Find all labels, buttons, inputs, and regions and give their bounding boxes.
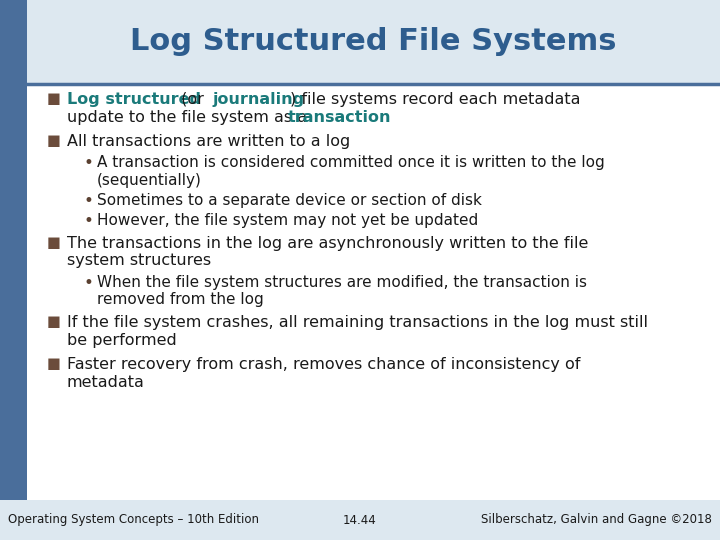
Text: (sequentially): (sequentially)	[97, 172, 202, 187]
Text: removed from the log: removed from the log	[97, 292, 264, 307]
Text: ) file systems record each metadata: ) file systems record each metadata	[290, 92, 581, 107]
Text: ■: ■	[47, 235, 61, 249]
Text: Log structured: Log structured	[67, 92, 201, 107]
Text: be performed: be performed	[67, 333, 176, 348]
Bar	[0, 0, 27, 540]
Text: Silberschatz, Galvin and Gagne ©2018: Silberschatz, Galvin and Gagne ©2018	[481, 514, 712, 526]
Text: However, the file system may not yet be updated: However, the file system may not yet be …	[97, 213, 478, 228]
Text: When the file system structures are modified, the transaction is: When the file system structures are modi…	[97, 275, 587, 291]
Text: The transactions in the log are asynchronously written to the file: The transactions in the log are asynchro…	[67, 235, 588, 251]
Text: Operating System Concepts – 10th Edition: Operating System Concepts – 10th Edition	[8, 514, 259, 526]
Text: (or: (or	[176, 92, 210, 107]
Text: Sometimes to a separate device or section of disk: Sometimes to a separate device or sectio…	[97, 193, 482, 207]
Text: ■: ■	[47, 133, 61, 147]
Text: transaction: transaction	[288, 110, 392, 125]
Text: Faster recovery from crash, removes chance of inconsistency of: Faster recovery from crash, removes chan…	[67, 357, 580, 372]
Text: ■: ■	[47, 91, 61, 106]
Text: •: •	[83, 192, 93, 210]
Bar	[27, 0, 720, 83]
Bar	[0, 500, 720, 540]
Text: •: •	[83, 274, 93, 292]
Text: update to the file system as a: update to the file system as a	[67, 110, 312, 125]
Text: ■: ■	[47, 314, 61, 329]
Text: journaling: journaling	[212, 92, 305, 107]
Text: A transaction is considered committed once it is written to the log: A transaction is considered committed on…	[97, 156, 605, 171]
Text: All transactions are written to a log: All transactions are written to a log	[67, 133, 350, 148]
Text: 14.44: 14.44	[343, 514, 377, 526]
Text: system structures: system structures	[67, 253, 211, 268]
Text: ■: ■	[47, 356, 61, 371]
Text: Log Structured File Systems: Log Structured File Systems	[130, 27, 617, 56]
Text: If the file system crashes, all remaining transactions in the log must still: If the file system crashes, all remainin…	[67, 315, 648, 330]
Text: •: •	[83, 212, 93, 230]
Text: metadata: metadata	[67, 375, 145, 390]
Text: •: •	[83, 154, 93, 172]
